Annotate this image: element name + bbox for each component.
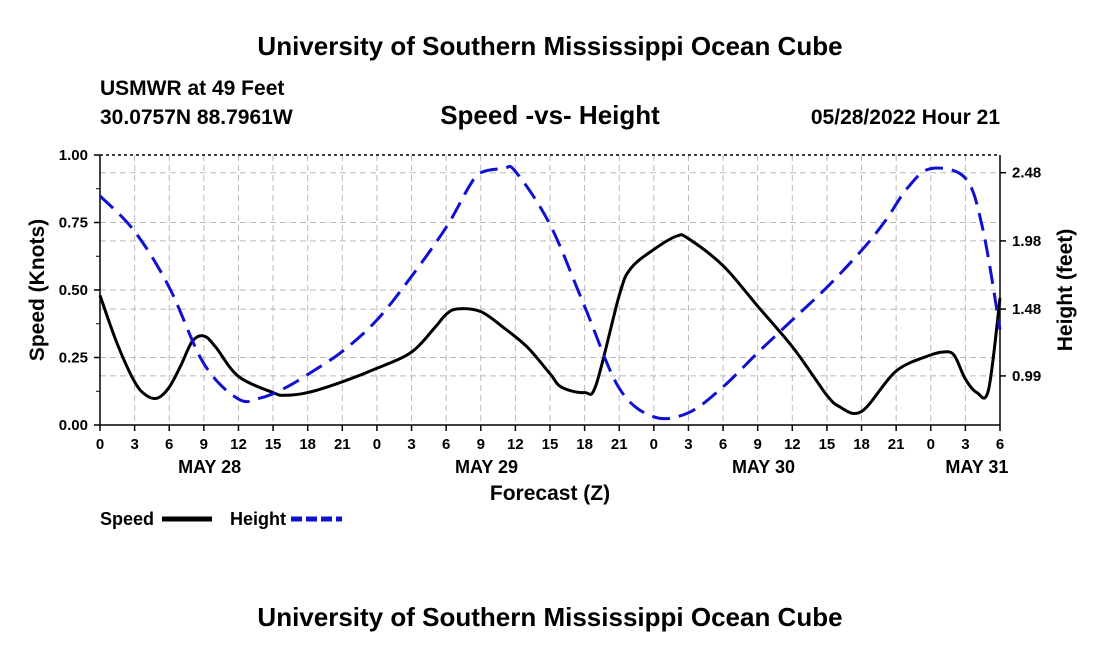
station-label: USMWR at 49 Feet xyxy=(100,77,284,100)
grid xyxy=(99,155,1001,425)
x-tick-label: 9 xyxy=(200,436,208,453)
y-tick-label: 0.00 xyxy=(59,417,88,434)
footer-title: University of Southern Mississippi Ocean… xyxy=(257,602,842,632)
series-height-line xyxy=(98,164,1002,421)
legend: Speed Height xyxy=(100,509,342,529)
series-speed-tail-line xyxy=(930,297,1002,400)
date-label: MAY 29 xyxy=(455,457,518,477)
legend-speed-label: Speed xyxy=(100,509,154,529)
location-label: 30.0757N 88.7961W xyxy=(100,106,293,129)
x-tick-label: 0 xyxy=(650,436,658,453)
y-axis-label: Speed (Knots) xyxy=(26,219,49,361)
x-tick-label: 18 xyxy=(576,436,593,453)
timestamp-label: 05/28/2022 Hour 21 xyxy=(811,106,1000,129)
y-tick-label: 0.25 xyxy=(59,350,88,367)
x-tick-label: 18 xyxy=(299,436,316,453)
x-tick-label: 3 xyxy=(130,436,138,453)
y-tick-label: 0.75 xyxy=(59,215,88,232)
date-label: MAY 30 xyxy=(732,457,795,477)
x-tick-label: 6 xyxy=(719,436,727,453)
x-tick-label: 3 xyxy=(684,436,692,453)
x-tick-label: 3 xyxy=(407,436,415,453)
x-tick-label: 12 xyxy=(230,436,247,453)
series-speed-line xyxy=(98,233,932,416)
y2-tick-label: 1.48 xyxy=(1012,301,1041,318)
x-tick-label: 12 xyxy=(784,436,801,453)
x-tick-label: 9 xyxy=(477,436,485,453)
y2-axis-ticks: 0.99 1.48 1.98 2.48 xyxy=(1000,165,1041,385)
x-tick-label: 18 xyxy=(853,436,870,453)
y2-tick-label: 1.98 xyxy=(1012,233,1041,250)
date-label: MAY 31 xyxy=(945,457,1008,477)
x-tick-label: 21 xyxy=(888,436,905,453)
x-tick-label: 0 xyxy=(927,436,935,453)
x-axis-label: Forecast (Z) xyxy=(490,482,610,505)
x-tick-label: 6 xyxy=(996,436,1004,453)
chart-title: Speed -vs- Height xyxy=(440,100,660,130)
x-tick-label: 21 xyxy=(611,436,628,453)
legend-height-label: Height xyxy=(230,509,286,529)
y-axis-ticks: 0.00 0.25 0.50 0.75 1.00 xyxy=(59,147,100,434)
date-label: MAY 28 xyxy=(178,457,241,477)
x-tick-label: 12 xyxy=(507,436,524,453)
x-tick-label: 0 xyxy=(96,436,104,453)
y2-tick-label: 0.99 xyxy=(1012,368,1041,385)
y-tick-label: 1.00 xyxy=(59,147,88,164)
series-lines xyxy=(98,164,1002,421)
x-tick-label: 9 xyxy=(754,436,762,453)
date-labels: MAY 28 MAY 29 MAY 30 MAY 31 xyxy=(178,457,1008,477)
x-tick-label: 6 xyxy=(442,436,450,453)
x-tick-label: 0 xyxy=(373,436,381,453)
x-tick-label: 21 xyxy=(334,436,351,453)
y-tick-label: 0.50 xyxy=(59,282,88,299)
x-tick-label: 15 xyxy=(265,436,282,453)
x-tick-label: 15 xyxy=(819,436,836,453)
page-title: University of Southern Mississippi Ocean… xyxy=(257,31,842,61)
x-tick-label: 15 xyxy=(542,436,559,453)
x-axis-ticks: 0 3 6 9 12 15 18 21 0 3 6 9 12 15 18 21 0 3 6 9 12 15 18 21 0 3 6 xyxy=(96,425,1004,453)
x-tick-label: 3 xyxy=(961,436,969,453)
y2-axis-label: Height (feet) xyxy=(1054,229,1077,352)
x-tick-label: 6 xyxy=(165,436,173,453)
y2-tick-label: 2.48 xyxy=(1012,165,1041,182)
